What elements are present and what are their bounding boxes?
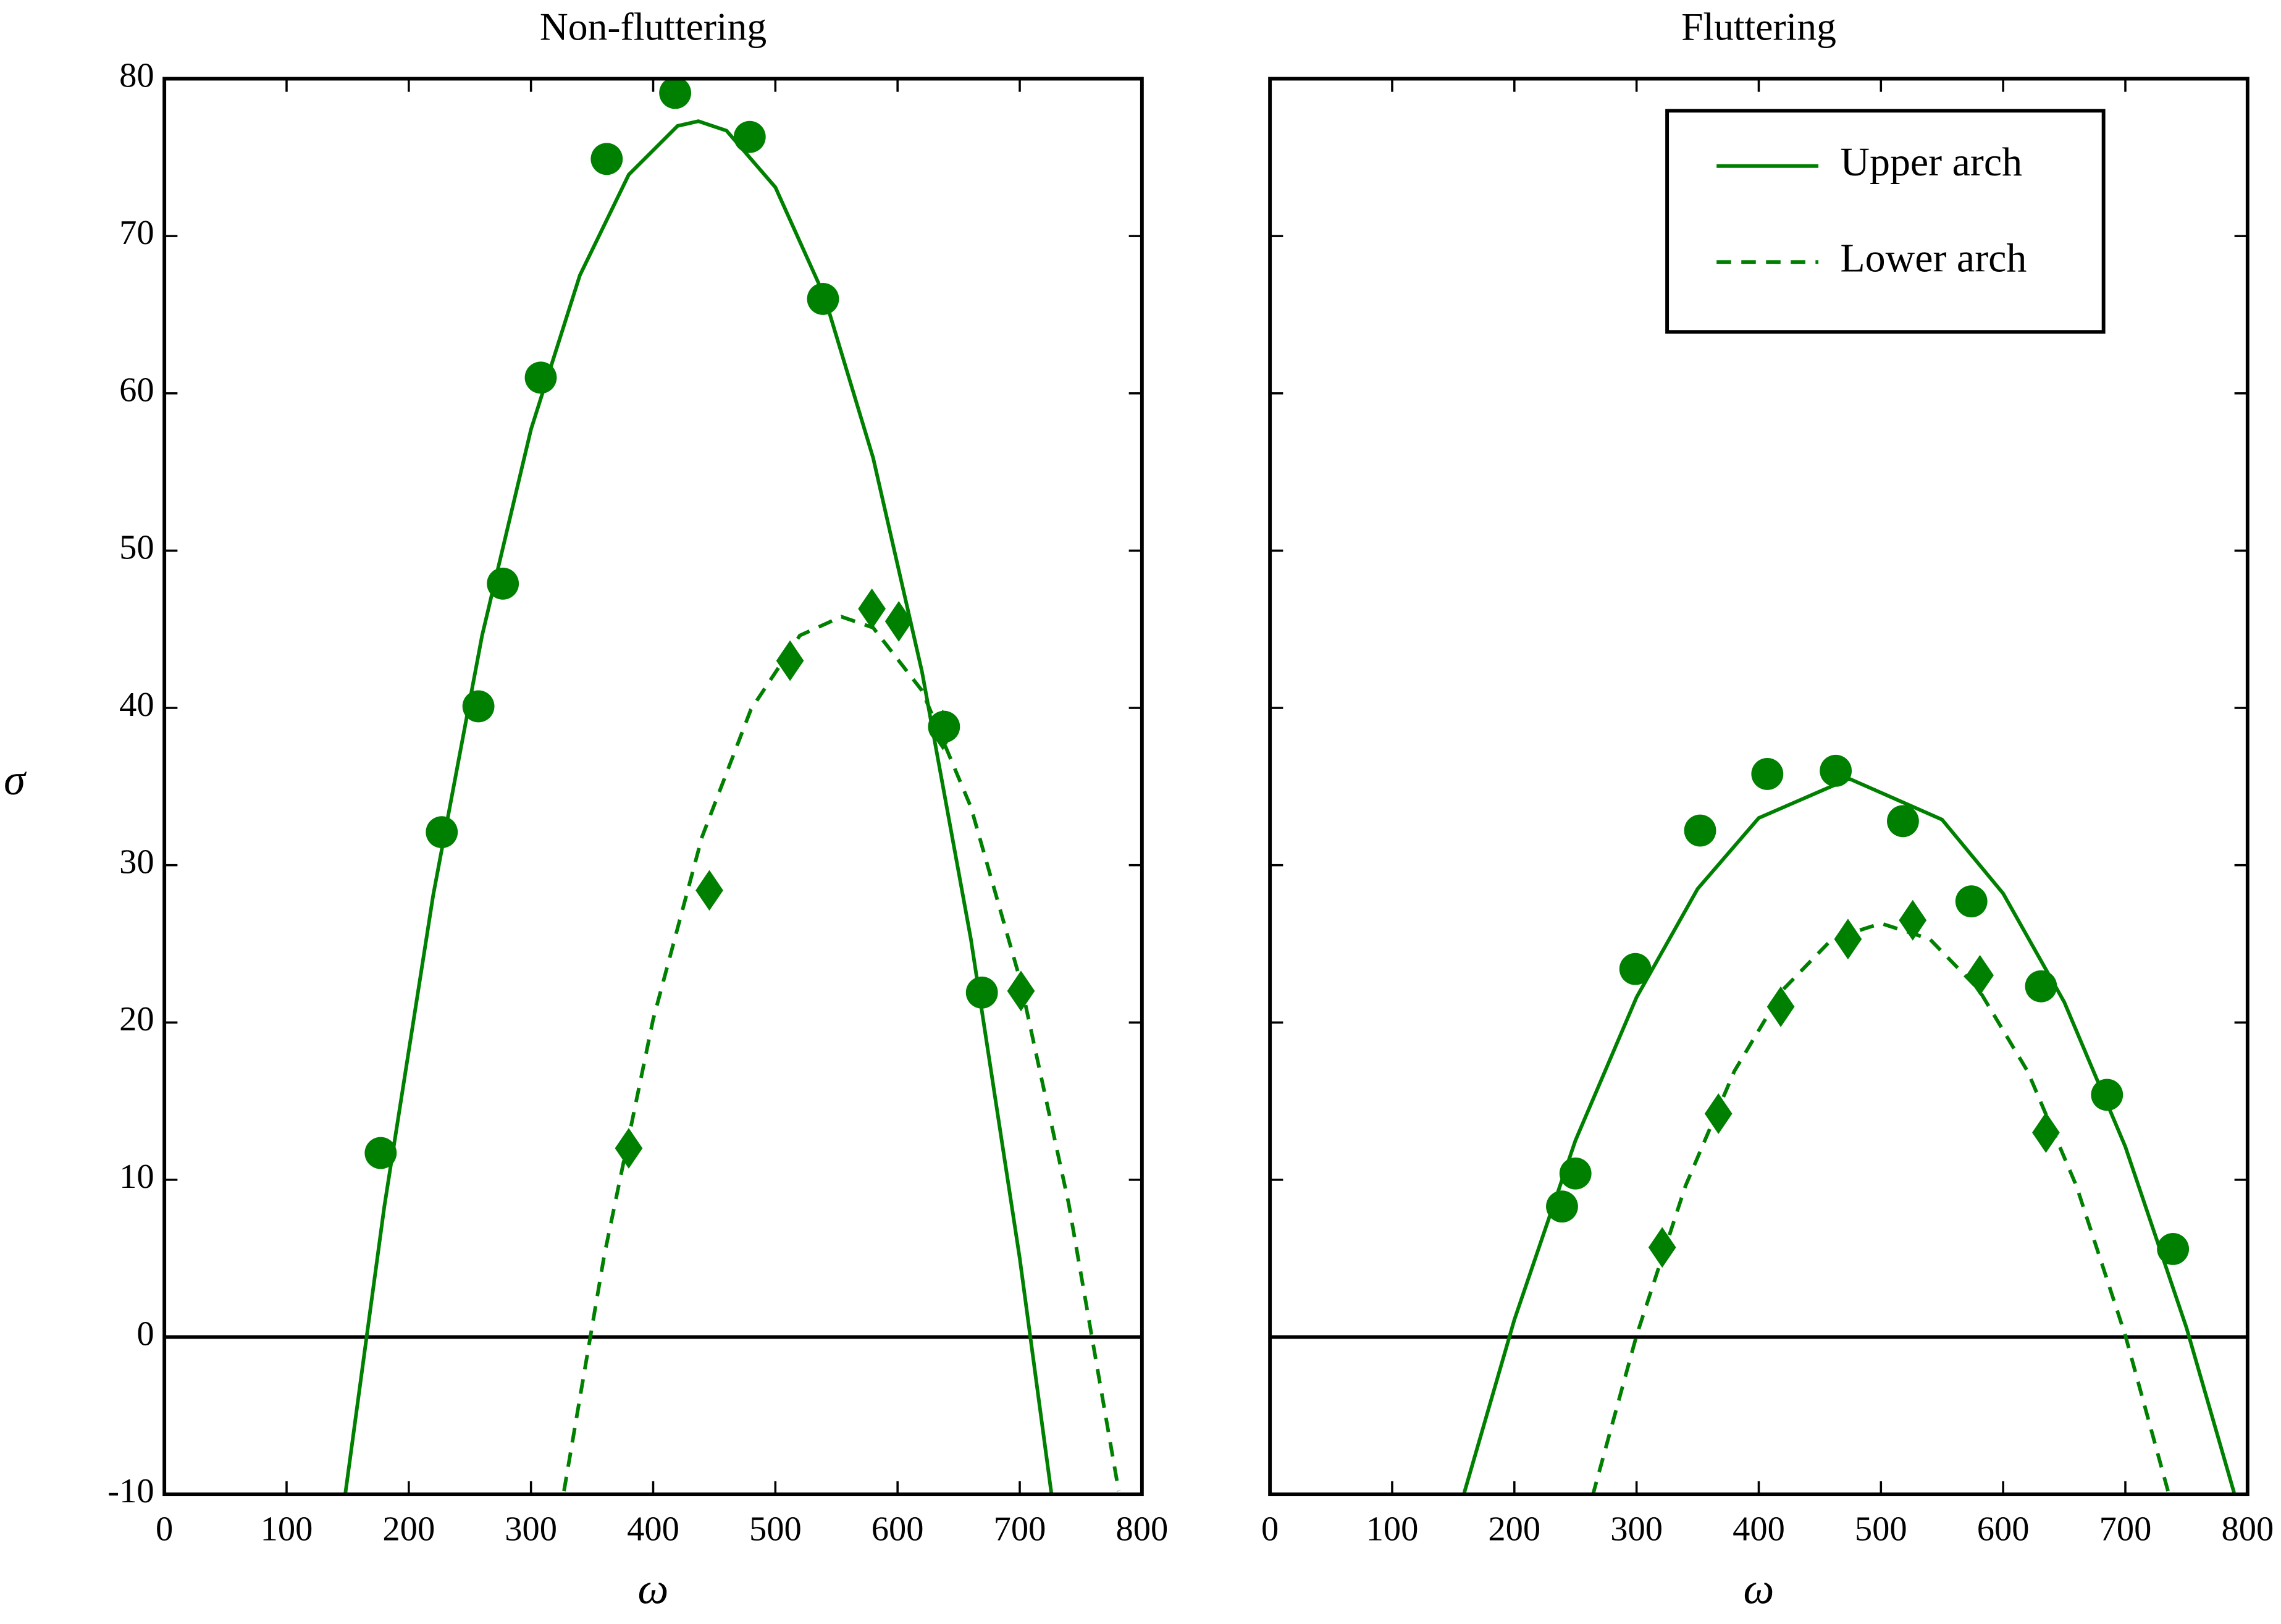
point [1834, 919, 1862, 960]
point [965, 976, 998, 1009]
x-tick-label: 300 [505, 1510, 557, 1548]
x-tick-label: 400 [1733, 1510, 1785, 1548]
legend-box [1665, 109, 2106, 334]
y-tick-label: 0 [137, 1315, 154, 1353]
x-tick-label: 200 [382, 1510, 435, 1548]
x-tick-label: 500 [749, 1510, 802, 1548]
x-tick-label: 700 [994, 1510, 1046, 1548]
x-tick-label: 500 [1855, 1510, 1907, 1548]
legend-label: Upper arch [1840, 140, 2022, 185]
y-tick-label: 60 [119, 371, 154, 410]
point [615, 1127, 643, 1169]
x-tick-label: 300 [1610, 1510, 1663, 1548]
x-tick-label: 700 [2099, 1510, 2152, 1548]
chart-title: Non-fluttering [540, 4, 767, 48]
point [1887, 805, 1919, 838]
x-tick-label: 400 [627, 1510, 679, 1548]
chart-title: Fluttering [1681, 4, 1836, 48]
x-tick-label: 0 [156, 1510, 173, 1548]
y-tick-label: 30 [119, 843, 154, 881]
point [1820, 754, 1852, 787]
point [2157, 1232, 2190, 1265]
point [1955, 885, 1988, 918]
point [807, 283, 839, 315]
point [2025, 970, 2057, 1003]
fit-line [343, 119, 1054, 1495]
point [1966, 954, 1994, 996]
point [884, 600, 913, 642]
y-axis-label: σ [4, 756, 27, 804]
fit-line [562, 615, 1121, 1492]
y-tick-label: 50 [119, 528, 154, 566]
point [426, 816, 458, 849]
y-tick-label: -10 [107, 1472, 154, 1510]
x-axis-label: ω [1744, 1565, 1775, 1613]
point [2032, 1112, 2060, 1153]
x-axis-label: ω [638, 1565, 669, 1613]
legend-label: Lower arch [1840, 235, 2027, 280]
x-tick-label: 800 [1115, 1510, 1168, 1548]
point [1704, 1093, 1733, 1134]
point [858, 588, 886, 629]
point [364, 1137, 397, 1169]
x-tick-label: 200 [1488, 1510, 1540, 1548]
x-tick-label: 0 [1261, 1510, 1279, 1548]
x-tick-label: 600 [872, 1510, 924, 1548]
fit-line [1591, 921, 2171, 1495]
x-tick-label: 600 [1977, 1510, 2030, 1548]
point [776, 640, 804, 681]
y-tick-label: 80 [119, 56, 154, 95]
y-tick-label: 40 [119, 686, 154, 724]
y-tick-label: 10 [119, 1158, 154, 1196]
x-tick-label: 100 [1366, 1510, 1419, 1548]
fit-line [1462, 776, 2236, 1494]
point [659, 77, 692, 109]
point [733, 120, 766, 153]
point [695, 870, 723, 911]
point [590, 143, 623, 175]
point [1684, 814, 1716, 847]
x-tick-label: 100 [261, 1510, 313, 1548]
point [1619, 953, 1652, 985]
y-tick-label: 70 [119, 214, 154, 252]
x-tick-label: 800 [2221, 1510, 2274, 1548]
y-tick-label: 20 [119, 1000, 154, 1038]
point [1766, 986, 1795, 1027]
plot-frame [1268, 77, 2249, 1497]
plot-frame [162, 77, 1144, 1497]
point [1751, 758, 1784, 790]
